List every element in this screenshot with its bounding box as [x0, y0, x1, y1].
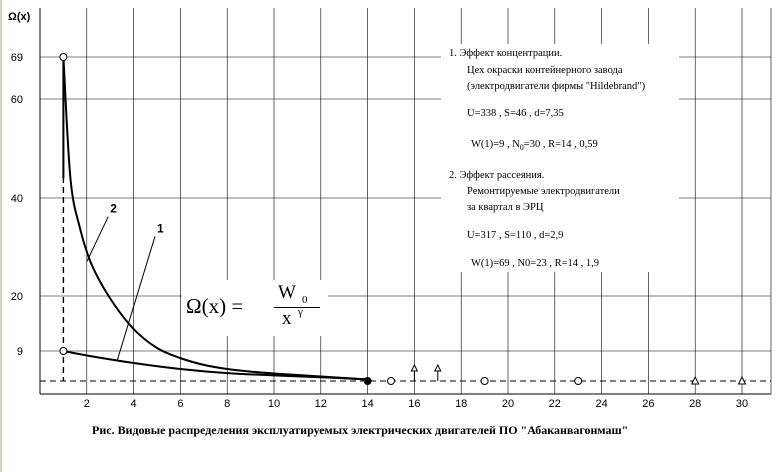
legend-item2-params2: W(1)=69 , N0=23 , R=14 , 1,9 [471, 258, 600, 269]
annotation-label-1: 1 [157, 221, 164, 235]
annotation-label-2: 2 [110, 202, 117, 216]
marker-circle [59, 53, 68, 61]
marker-filled-circle [363, 377, 372, 385]
x-tick-label-12: 12 [315, 398, 327, 410]
legend-item1-params2b: =30 , R=14 , 0,59 [523, 139, 598, 150]
x-tick-label-2: 2 [84, 398, 90, 410]
annotation-leader-1 [116, 236, 156, 361]
x-tick-label-6: 6 [177, 398, 183, 410]
x-tick-label-18: 18 [455, 398, 467, 410]
marker-triangle [690, 375, 700, 385]
x-tick-label-30: 30 [736, 398, 748, 410]
legend-box: 1. Эффект концентрации. Цех окраски конт… [441, 44, 679, 272]
marker-circle [480, 377, 489, 385]
legend-item2-params1: U=317 , S=110 , d=2,9 [467, 230, 564, 241]
formula-numerator: W [278, 282, 296, 303]
marker-circle [59, 347, 68, 355]
legend-item2-line2: Ремонтируемые электродвигатели [467, 186, 620, 197]
marker-arrow-head [433, 363, 442, 372]
x-tick-label-16: 16 [408, 398, 420, 410]
marker-circle [387, 377, 395, 385]
x-tick-label-14: 14 [361, 398, 373, 410]
x-tick-label-20: 20 [502, 398, 514, 410]
figure-caption: Рис. Видовые распределения эксплуатируем… [92, 423, 629, 437]
legend-item1-line2: Цех окраски контейнерного завода [467, 65, 623, 76]
x-tick-label-26: 26 [642, 398, 654, 410]
legend-item1-line3: (электродвигатели фирмы "Hildebrand") [467, 81, 646, 92]
legend-item1-title: 1. Эффект концентрации. [449, 48, 563, 59]
legend-item1-params2: W(1)=9 , N0=30 , R=14 , 0,59 [471, 139, 598, 152]
marker-circle [574, 377, 583, 385]
formula-numerator-sub: 0 [302, 294, 308, 306]
annotation-leader-2 [86, 216, 109, 262]
y-tick-label-69: 69 [11, 52, 23, 64]
x-tick-label-4: 4 [131, 398, 137, 410]
series-line-2 [62, 56, 368, 381]
fraction-bar [274, 307, 320, 308]
formula: Ω(x) = W 0 x γ [182, 280, 328, 336]
x-tick-label-10: 10 [268, 398, 280, 410]
legend-item1-params1: U=338 , S=46 , d=7,35 [467, 108, 564, 119]
legend-item2-title: 2. Эффект рассеяния. [449, 170, 545, 181]
y-axis-label: Ω(x) [8, 11, 31, 23]
marker-arrow-head [410, 363, 419, 372]
legend-item2-line3: за квартал в ЭРЦ [467, 202, 544, 213]
y-tick-label-60: 60 [11, 94, 23, 106]
legend-item1-params2-sub: 0 [519, 143, 524, 153]
window-edge [0, 0, 2, 472]
y-tick-label-20: 20 [11, 291, 23, 303]
x-tick-label-8: 8 [224, 398, 230, 410]
x-tick-label-22: 22 [549, 398, 561, 410]
y-tick-label-9: 9 [17, 346, 23, 358]
marker-triangle [737, 375, 747, 385]
y-tick-label-40: 40 [11, 193, 23, 205]
series-line-1 [63, 350, 368, 381]
x-tick-label-24: 24 [595, 398, 607, 410]
formula-denominator-sup: γ [298, 306, 303, 318]
formula-lhs: Ω(x) = [186, 294, 244, 318]
legend-item1-params2a: W(1)=9 , N [471, 139, 520, 150]
chart-marks: 21 [40, 53, 771, 385]
formula-denominator: x [282, 308, 292, 329]
x-tick-label-28: 28 [689, 398, 701, 410]
